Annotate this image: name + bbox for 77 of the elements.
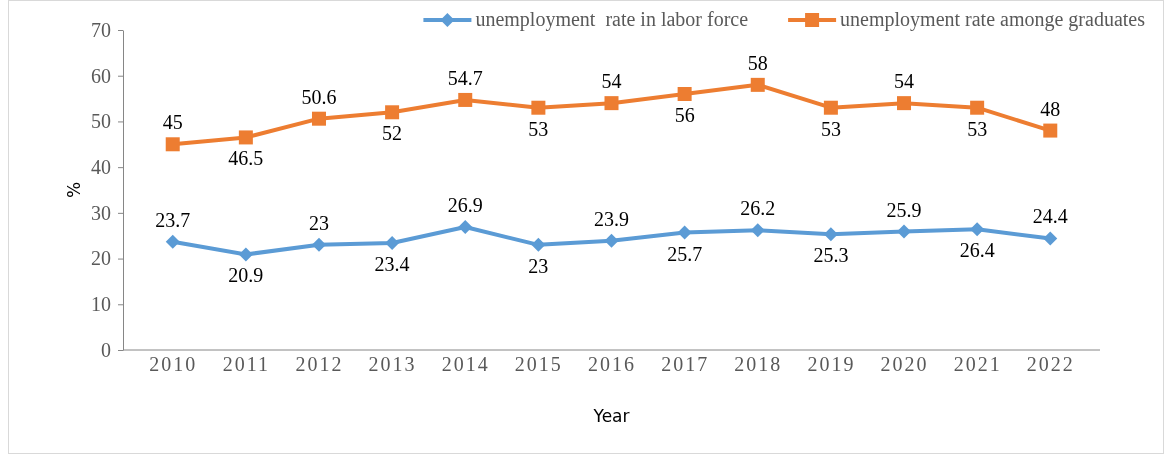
data-label: 58 bbox=[747, 51, 768, 74]
y-tick-label: 10 bbox=[91, 293, 111, 316]
data-label: 26.2 bbox=[740, 197, 776, 220]
point bbox=[458, 220, 473, 235]
point bbox=[531, 237, 546, 252]
data-label: 25.7 bbox=[667, 242, 703, 265]
x-tick-label: 2010 bbox=[149, 353, 198, 375]
point bbox=[677, 225, 692, 240]
y-tick-label: 20 bbox=[91, 247, 111, 270]
y-tick-label: 30 bbox=[91, 201, 111, 224]
y-tick-label: 60 bbox=[91, 64, 111, 87]
point bbox=[970, 100, 985, 115]
point bbox=[823, 227, 838, 242]
point bbox=[604, 96, 619, 111]
data-label: 54 bbox=[894, 70, 915, 93]
y-tick-label: 40 bbox=[91, 156, 111, 179]
data-label: 50.6 bbox=[301, 85, 337, 108]
data-label: 26.4 bbox=[959, 239, 995, 262]
data-label: 24.4 bbox=[1032, 205, 1068, 228]
data-label: 46.5 bbox=[228, 147, 264, 170]
x-axis-title: Year bbox=[592, 406, 630, 426]
x-tick-label: 2013 bbox=[368, 353, 417, 375]
x-tick-label: 2014 bbox=[441, 353, 490, 375]
point bbox=[238, 130, 253, 145]
legend-label: unemployment rate in labor force bbox=[475, 8, 749, 31]
point bbox=[165, 137, 180, 152]
point bbox=[677, 87, 692, 101]
point bbox=[604, 233, 619, 248]
data-label: 23.4 bbox=[374, 253, 410, 276]
data-label: 53 bbox=[528, 117, 549, 140]
point bbox=[823, 100, 838, 115]
point bbox=[458, 92, 473, 107]
point bbox=[897, 96, 912, 111]
x-tick-label: 2022 bbox=[1026, 353, 1075, 375]
point bbox=[311, 111, 326, 126]
y-axis-title: % bbox=[64, 181, 84, 199]
y-tick-label: 70 bbox=[91, 18, 111, 41]
data-label: 23.9 bbox=[594, 207, 629, 230]
point bbox=[238, 247, 253, 262]
y-tick-label: 0 bbox=[101, 338, 111, 361]
point bbox=[1043, 123, 1058, 138]
x-tick-label: 2020 bbox=[880, 353, 929, 375]
point bbox=[311, 237, 326, 252]
point bbox=[1043, 231, 1058, 246]
data-label: 23.7 bbox=[155, 208, 191, 231]
x-tick-label: 2019 bbox=[807, 353, 856, 375]
data-label: 54 bbox=[601, 70, 622, 93]
x-tick-label: 2011 bbox=[222, 353, 270, 375]
data-label: 20.9 bbox=[228, 264, 264, 287]
data-label: 53 bbox=[967, 117, 988, 140]
point bbox=[750, 77, 765, 92]
point bbox=[165, 234, 180, 249]
data-label: 52 bbox=[382, 122, 403, 145]
data-label: 23 bbox=[528, 254, 549, 277]
point bbox=[385, 105, 400, 120]
data-label: 48 bbox=[1040, 97, 1061, 120]
data-label: 25.9 bbox=[886, 198, 922, 221]
x-tick-label: 2018 bbox=[734, 353, 783, 375]
legend-label: unemployment rate amonge graduates bbox=[840, 8, 1146, 31]
x-tick-label: 2017 bbox=[661, 353, 710, 375]
point bbox=[897, 224, 912, 239]
y-tick-label: 50 bbox=[91, 110, 111, 133]
point bbox=[385, 236, 400, 251]
data-label: 26.9 bbox=[447, 194, 483, 217]
data-label: 45 bbox=[162, 111, 183, 134]
x-tick-label: 2012 bbox=[295, 353, 344, 375]
data-label: 53 bbox=[820, 117, 841, 140]
data-label: 25.3 bbox=[813, 244, 849, 267]
x-tick-label: 2016 bbox=[588, 353, 636, 375]
data-label: 54.7 bbox=[447, 66, 483, 89]
x-tick-label: 2021 bbox=[953, 353, 1002, 375]
data-label: 56 bbox=[674, 104, 695, 126]
point bbox=[750, 223, 765, 238]
data-label: 23 bbox=[308, 211, 329, 234]
point bbox=[970, 222, 985, 237]
point bbox=[531, 100, 546, 115]
x-tick-label: 2015 bbox=[514, 353, 563, 375]
